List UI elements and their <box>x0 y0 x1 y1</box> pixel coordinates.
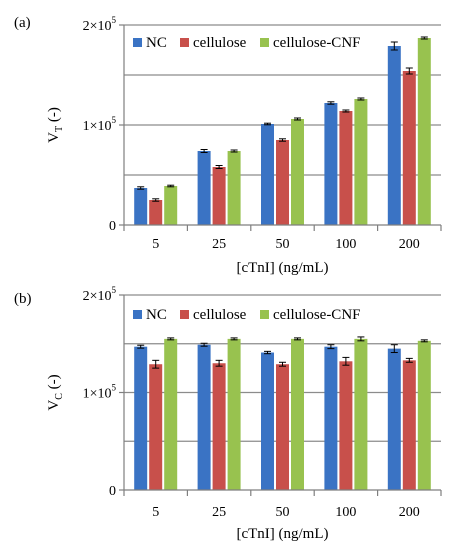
y-tick-exponent: 5 <box>112 15 117 25</box>
bar-cellulose-5 <box>149 364 163 490</box>
bar-cellulose-50 <box>276 364 289 490</box>
y-tick-label: 0 <box>109 484 116 499</box>
x-tick-label: 5 <box>152 237 159 252</box>
x-tick-label: 200 <box>399 505 420 520</box>
bar-nc-100 <box>324 103 338 225</box>
legend-swatch-nc <box>133 38 142 47</box>
bar-cellulose-cnf-50 <box>291 119 304 225</box>
legend-label-cellulose: cellulose <box>193 307 247 323</box>
legend-label-nc: NC <box>146 35 167 51</box>
legend-label-cellulose: cellulose <box>193 35 247 51</box>
y-axis-label-sub: C <box>54 393 65 400</box>
y-tick-base: 1×10 <box>83 387 112 402</box>
y-tick-label: 2×105 <box>83 15 117 34</box>
bar-nc-25 <box>197 151 211 225</box>
x-tick-label: 25 <box>212 505 226 520</box>
y-axis-label-unit: (-) <box>46 374 62 393</box>
bar-cellulose-cnf-25 <box>227 151 241 225</box>
y-axis-label: VC (-) <box>46 374 65 410</box>
legend-label-nc: NC <box>146 307 167 323</box>
x-tick-label: 100 <box>335 505 356 520</box>
legend-swatch-cellulose <box>180 310 189 319</box>
y-tick-base: 0 <box>109 484 116 499</box>
y-tick-base: 2×10 <box>83 19 112 34</box>
x-tick-label: 5 <box>152 505 159 520</box>
x-tick-label: 25 <box>212 237 226 252</box>
bar-cellulose-200 <box>402 360 416 490</box>
legend-swatch-cellulose-cnf <box>260 38 269 47</box>
bar-cellulose-cnf-200 <box>417 340 431 490</box>
bar-cellulose-cnf-50 <box>291 338 304 490</box>
bar-cellulose-cnf-25 <box>227 338 241 490</box>
bar-nc-5 <box>134 188 148 225</box>
bar-nc-50 <box>261 352 274 490</box>
panel-label: (a) <box>14 15 31 31</box>
x-axis-label: [cTnI] (ng/mL) <box>236 526 328 542</box>
bar-nc-5 <box>134 346 148 490</box>
x-tick-label: 50 <box>276 237 290 252</box>
bar-cellulose-200 <box>402 71 416 225</box>
bar-cellulose-cnf-200 <box>417 38 431 225</box>
bar-cellulose-5 <box>149 200 163 225</box>
bar-nc-50 <box>261 124 274 225</box>
panel-label: (b) <box>14 291 32 307</box>
y-tick-label: 1×105 <box>83 383 117 402</box>
legend-swatch-cellulose <box>180 38 189 47</box>
y-tick-label: 1×105 <box>83 115 117 134</box>
y-tick-base: 1×10 <box>83 119 112 134</box>
x-tick-label: 200 <box>399 237 420 252</box>
legend-label-cellulose-cnf: cellulose-CNF <box>273 35 361 51</box>
x-tick-label: 100 <box>335 237 356 252</box>
y-tick-base: 0 <box>109 219 116 234</box>
bar-cellulose-25 <box>212 167 226 225</box>
bar-nc-200 <box>387 348 401 490</box>
x-axis-label: [cTnI] (ng/mL) <box>236 260 328 276</box>
y-axis-label-main: V <box>46 400 62 411</box>
x-tick-label: 50 <box>276 505 290 520</box>
bar-cellulose-cnf-5 <box>164 186 178 225</box>
y-axis-label-unit: (-) <box>46 107 62 126</box>
y-tick-base: 2×10 <box>83 289 112 304</box>
y-tick-label: 2×105 <box>83 285 117 304</box>
bar-cellulose-100 <box>339 361 353 490</box>
legend-label-cellulose-cnf: cellulose-CNF <box>273 307 361 323</box>
bar-nc-100 <box>324 346 338 490</box>
y-tick-label: 0 <box>109 219 116 234</box>
y-tick-exponent: 5 <box>112 383 117 393</box>
y-axis-label-main: V <box>46 132 62 143</box>
bar-cellulose-100 <box>339 111 353 225</box>
y-tick-exponent: 5 <box>112 285 117 295</box>
bar-cellulose-cnf-100 <box>354 338 368 490</box>
bar-nc-200 <box>387 46 401 225</box>
bar-cellulose-cnf-100 <box>354 99 368 225</box>
y-tick-exponent: 5 <box>112 115 117 125</box>
bar-nc-25 <box>197 344 211 490</box>
y-axis-label-sub: T <box>54 126 65 132</box>
legend-swatch-nc <box>133 310 142 319</box>
legend-swatch-cellulose-cnf <box>260 310 269 319</box>
bar-cellulose-50 <box>276 140 289 225</box>
bar-cellulose-25 <box>212 363 226 490</box>
y-axis-label: VT (-) <box>46 107 65 143</box>
bar-cellulose-cnf-5 <box>164 338 178 490</box>
